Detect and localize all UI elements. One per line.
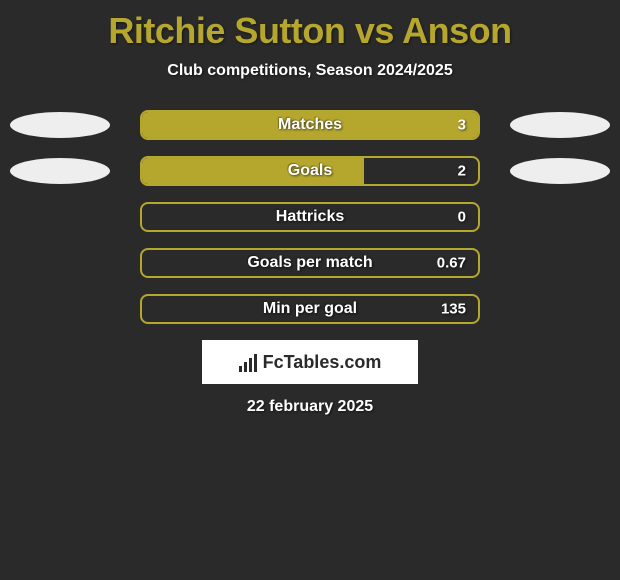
bar-track: Goals per match 0.67	[140, 248, 480, 278]
page-title: Ritchie Sutton vs Anson	[0, 0, 620, 52]
logo-text: FcTables.com	[263, 352, 382, 373]
stat-value: 135	[441, 301, 466, 318]
stat-row: Goals 2	[0, 156, 620, 186]
bar-track: Goals 2	[140, 156, 480, 186]
stat-value: 2	[458, 163, 466, 180]
stat-value: 3	[458, 117, 466, 134]
right-player-marker	[510, 158, 610, 184]
stat-label: Goals per match	[247, 254, 372, 272]
stat-value: 0.67	[437, 255, 466, 272]
stat-value: 0	[458, 209, 466, 226]
stat-label: Matches	[278, 116, 342, 134]
bar-track: Matches 3	[140, 110, 480, 140]
bar-track: Min per goal 135	[140, 294, 480, 324]
stat-row: Hattricks 0	[0, 202, 620, 232]
comparison-chart: Matches 3 Goals 2 Hattricks 0 Goals per …	[0, 110, 620, 324]
stat-label: Goals	[288, 162, 332, 180]
stat-row: Min per goal 135	[0, 294, 620, 324]
stat-label: Min per goal	[263, 300, 357, 318]
subtitle: Club competitions, Season 2024/2025	[0, 62, 620, 80]
right-player-marker	[510, 112, 610, 138]
left-player-marker	[10, 112, 110, 138]
left-player-marker	[10, 158, 110, 184]
date-label: 22 february 2025	[0, 398, 620, 416]
stat-label: Hattricks	[276, 208, 344, 226]
bar-track: Hattricks 0	[140, 202, 480, 232]
stat-row: Goals per match 0.67	[0, 248, 620, 278]
logo-bars-icon	[239, 352, 257, 372]
stat-row: Matches 3	[0, 110, 620, 140]
source-logo: FcTables.com	[202, 340, 418, 384]
